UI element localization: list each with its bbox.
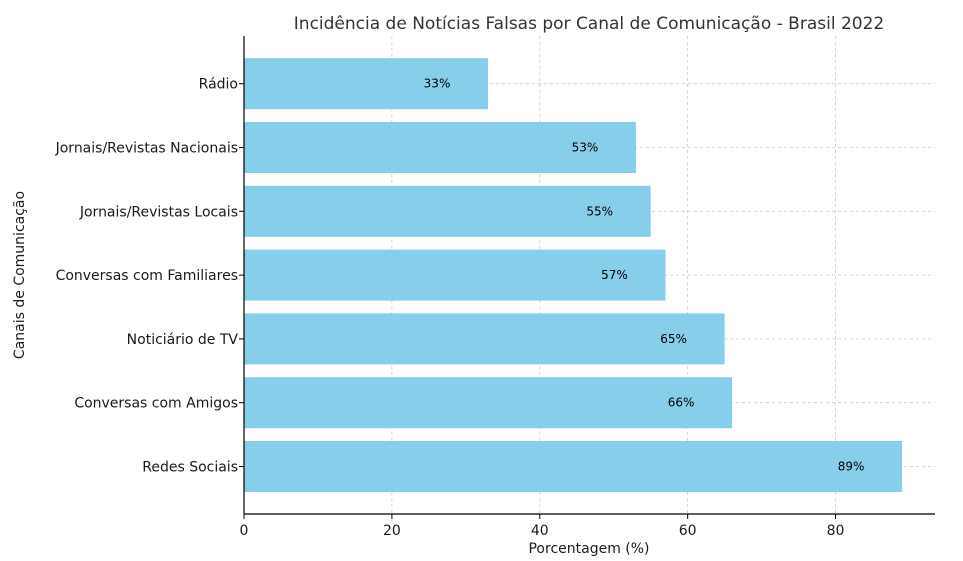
bar [244, 249, 666, 301]
data-labels: 89% 66% 65% 57% 55% 53% 33% [424, 77, 865, 474]
x-tick-label: 40 [531, 523, 549, 539]
bar-value-label: 55% [586, 204, 613, 218]
bar [244, 313, 725, 365]
bar-value-label: 33% [424, 77, 451, 91]
category-label: Noticiário de TV [127, 332, 239, 348]
chart-title: Incidência de Notícias Falsas por Canal … [294, 14, 884, 34]
bars [244, 58, 903, 492]
x-tick-label: 20 [383, 523, 401, 539]
bar [244, 58, 489, 110]
x-axis-ticks: 0 20 40 60 80 [239, 83, 845, 539]
category-label: Redes Sociais [142, 460, 238, 476]
y-axis-title: Canais de Comunicação [12, 191, 28, 359]
category-label: Rádio [199, 77, 238, 93]
category-labels: Redes Sociais Conversas com Amigos Noticiá… [55, 77, 239, 476]
x-axis-title: Porcentagem (%) [528, 541, 649, 557]
bar-value-label: 65% [660, 332, 687, 346]
bar [244, 377, 733, 429]
category-label: Conversas com Familiares [56, 268, 238, 284]
bar [244, 185, 651, 237]
bar [244, 441, 903, 492]
x-tick-label: 80 [827, 523, 845, 539]
bar-value-label: 66% [668, 396, 695, 410]
bar-value-label: 57% [601, 268, 628, 282]
bar-value-label: 89% [838, 460, 865, 474]
x-tick-label: 60 [679, 523, 697, 539]
bar [244, 122, 636, 173]
bar-value-label: 53% [572, 141, 599, 155]
category-label: Conversas com Amigos [74, 396, 238, 412]
category-label: Jornais/Revistas Nacionais [55, 141, 238, 157]
category-label: Jornais/Revistas Locais [79, 204, 238, 220]
x-tick-label: 0 [240, 523, 249, 539]
